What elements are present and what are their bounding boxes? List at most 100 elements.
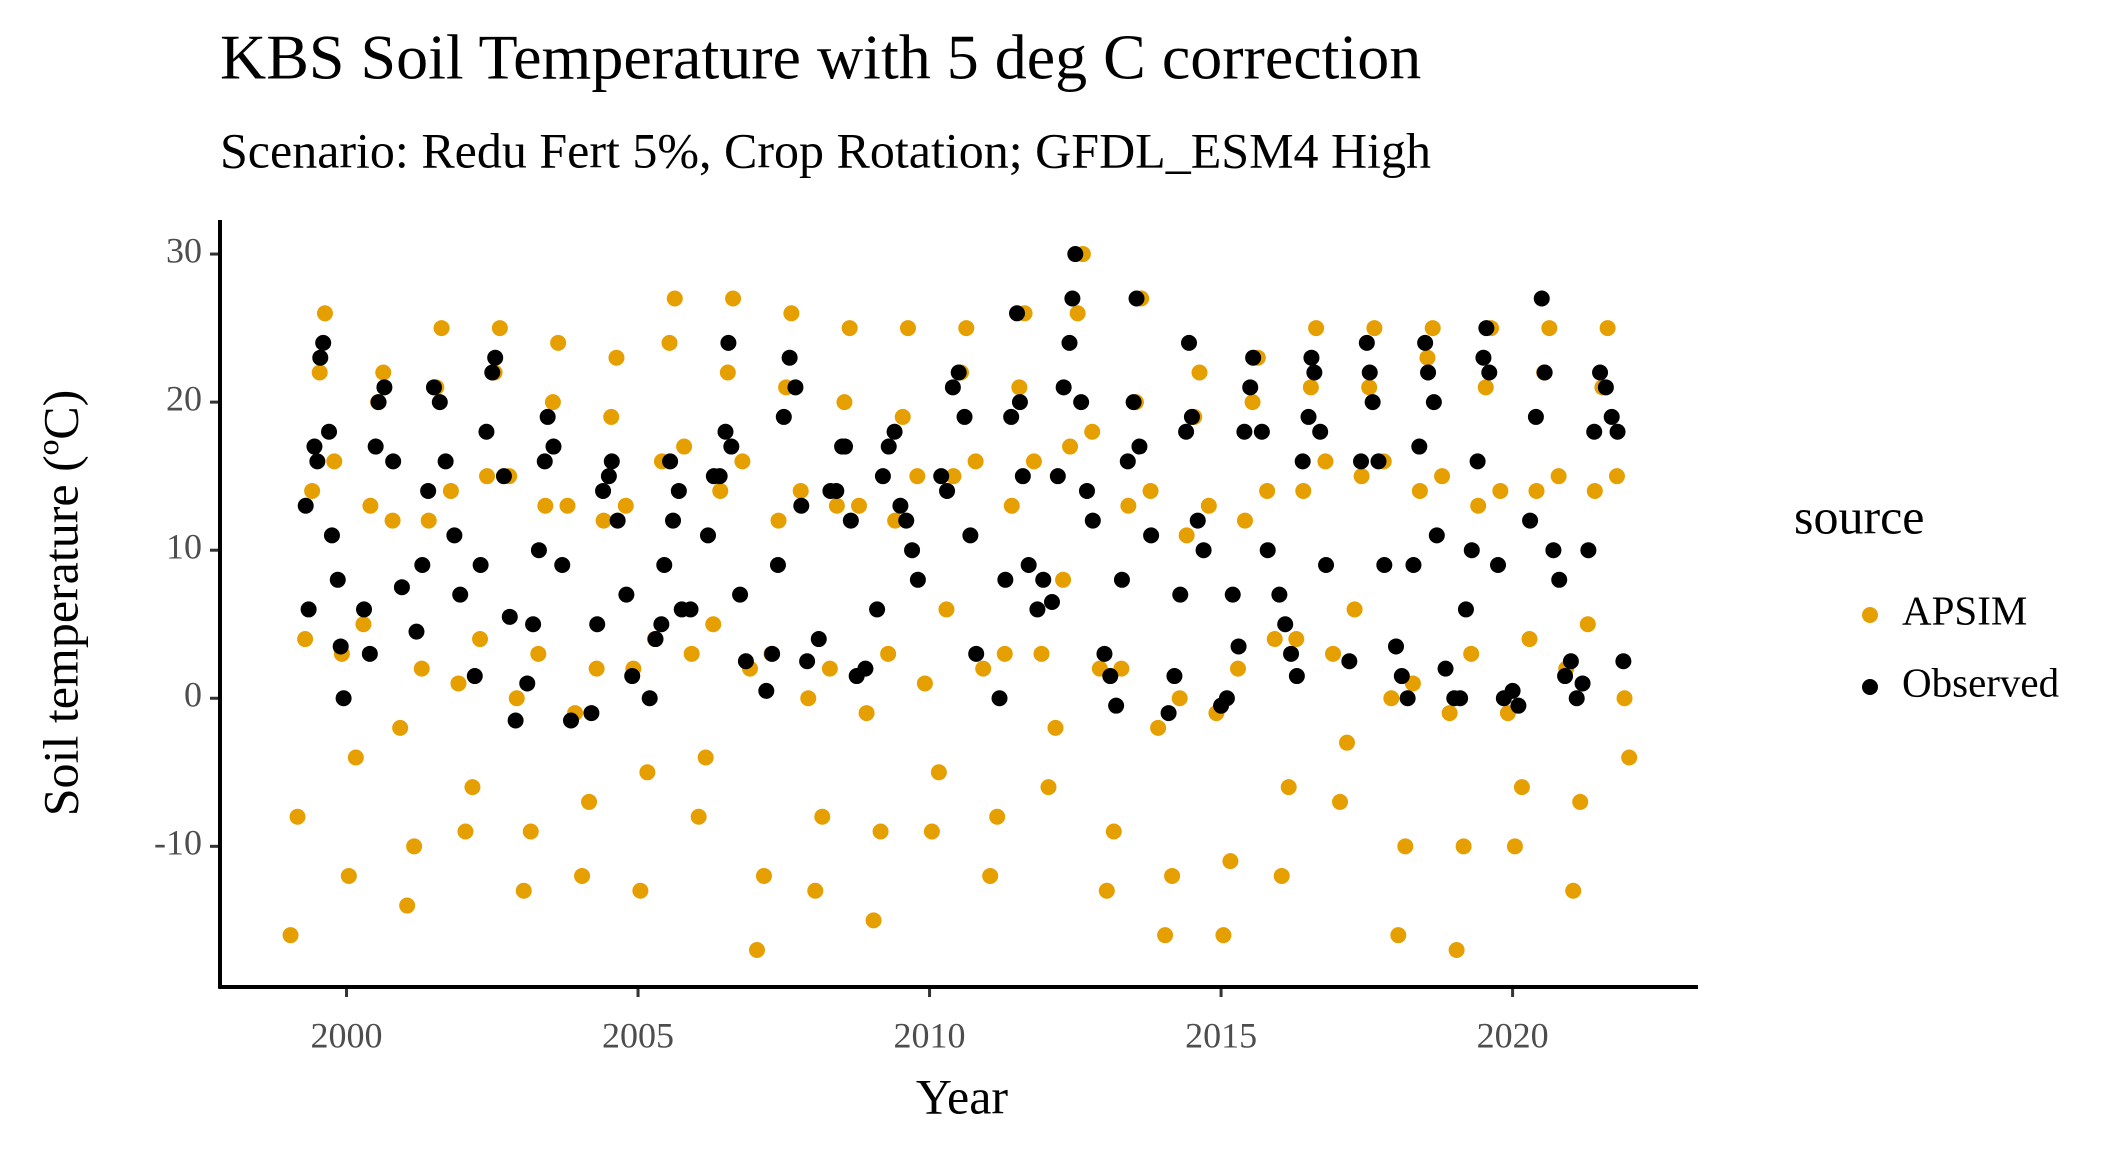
point xyxy=(495,468,512,485)
point xyxy=(967,453,984,470)
point xyxy=(904,542,921,559)
legend-label: APSIM xyxy=(1902,587,2027,633)
point xyxy=(1318,557,1335,574)
point xyxy=(1191,364,1208,381)
point xyxy=(783,305,800,322)
point xyxy=(1105,823,1122,840)
point xyxy=(1128,290,1145,307)
point xyxy=(1302,379,1319,396)
point xyxy=(930,764,947,781)
point xyxy=(508,690,525,707)
point xyxy=(450,675,467,692)
point xyxy=(1283,645,1300,662)
point xyxy=(323,527,340,544)
point xyxy=(1300,408,1317,425)
point xyxy=(997,571,1014,588)
point xyxy=(1376,557,1393,574)
x-tick-label: 2020 xyxy=(1477,1015,1549,1055)
point xyxy=(312,349,329,366)
point xyxy=(1341,653,1358,670)
point xyxy=(335,690,352,707)
point xyxy=(683,645,700,662)
point xyxy=(472,557,489,574)
point xyxy=(1288,631,1305,648)
point xyxy=(697,749,714,766)
x-tick-label: 2000 xyxy=(311,1015,383,1055)
point xyxy=(1215,927,1232,944)
point xyxy=(1477,379,1494,396)
point xyxy=(457,823,474,840)
point xyxy=(399,897,416,914)
point xyxy=(519,675,536,692)
point xyxy=(1562,653,1579,670)
point xyxy=(1609,423,1626,440)
point xyxy=(1492,482,1509,499)
point xyxy=(1253,423,1270,440)
point xyxy=(1064,290,1081,307)
point xyxy=(297,497,314,514)
point xyxy=(1364,394,1381,411)
point xyxy=(956,408,973,425)
point xyxy=(880,645,897,662)
point xyxy=(464,779,481,796)
point xyxy=(872,823,889,840)
point xyxy=(1536,364,1553,381)
point xyxy=(522,823,539,840)
point xyxy=(347,749,364,766)
series-1 xyxy=(297,246,1632,729)
point xyxy=(413,660,430,677)
point xyxy=(452,586,469,603)
point xyxy=(1603,408,1620,425)
point xyxy=(1361,364,1378,381)
point xyxy=(828,497,845,514)
point xyxy=(1218,690,1235,707)
point xyxy=(414,557,431,574)
chart-subtitle: Scenario: Redu Fert 5%, Crop Rotation; G… xyxy=(220,122,1431,178)
point xyxy=(676,438,693,455)
point xyxy=(1035,571,1052,588)
point xyxy=(1150,719,1167,736)
point xyxy=(632,882,649,899)
point xyxy=(1533,290,1550,307)
point xyxy=(1266,631,1283,648)
point xyxy=(562,712,579,729)
point xyxy=(857,660,874,677)
point xyxy=(530,645,547,662)
point xyxy=(1481,364,1498,381)
point xyxy=(1043,594,1060,611)
point xyxy=(554,557,571,574)
point xyxy=(1229,660,1246,677)
point xyxy=(1545,542,1562,559)
point xyxy=(723,438,740,455)
point xyxy=(880,438,897,455)
point xyxy=(775,408,792,425)
point xyxy=(1463,645,1480,662)
point xyxy=(603,408,620,425)
point xyxy=(539,408,556,425)
point xyxy=(1448,941,1465,958)
point xyxy=(858,705,875,722)
point xyxy=(355,616,372,633)
point xyxy=(608,349,625,366)
point xyxy=(361,645,378,662)
point xyxy=(491,320,508,337)
point xyxy=(1120,497,1137,514)
point xyxy=(1308,320,1325,337)
point xyxy=(306,438,323,455)
point xyxy=(1157,927,1174,944)
point xyxy=(810,631,827,648)
point xyxy=(1294,453,1311,470)
point xyxy=(437,453,454,470)
point xyxy=(617,497,634,514)
chart-title: KBS Soil Temperature with 5 deg C correc… xyxy=(220,22,1421,93)
point xyxy=(968,645,985,662)
point xyxy=(938,601,955,618)
point xyxy=(700,527,717,544)
point xyxy=(1574,675,1591,692)
y-tick-label: 20 xyxy=(166,378,202,418)
point xyxy=(478,423,495,440)
point xyxy=(666,290,683,307)
point xyxy=(1361,379,1378,396)
point xyxy=(1452,690,1469,707)
point xyxy=(537,497,554,514)
